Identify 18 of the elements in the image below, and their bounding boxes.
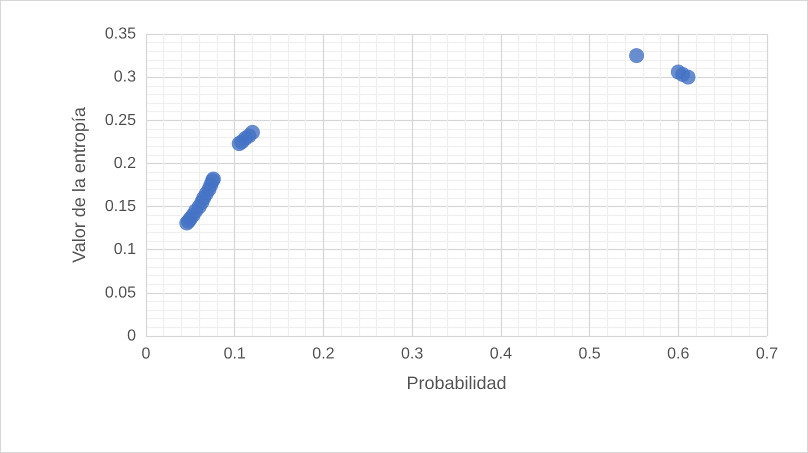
y-tick-label: 0.35 xyxy=(104,26,136,42)
y-tick-label: 0.3 xyxy=(114,68,136,86)
x-tick-label: 0.7 xyxy=(756,346,778,362)
x-tick-label: 0 xyxy=(142,346,151,362)
x-tick-label: 0.5 xyxy=(578,346,601,362)
x-axis-title: Probabilidad xyxy=(406,373,507,393)
y-tick-label: 0.2 xyxy=(114,154,136,172)
x-tick-label: 0.1 xyxy=(224,346,246,362)
x-tick-label: 0.4 xyxy=(490,346,512,362)
y-axis-title: Valor de la entropía xyxy=(69,106,89,263)
y-tick-label: 0.1 xyxy=(114,241,136,258)
x-tick-label: 0.3 xyxy=(401,346,424,362)
y-tick-label: 0.25 xyxy=(104,112,136,129)
y-tick-label: 0 xyxy=(127,328,136,344)
y-tick-label: 0.05 xyxy=(104,284,136,302)
y-tick-label: 0.15 xyxy=(104,198,136,216)
x-tick-label: 0.6 xyxy=(667,346,690,362)
x-tick-label: 0.2 xyxy=(312,346,335,362)
